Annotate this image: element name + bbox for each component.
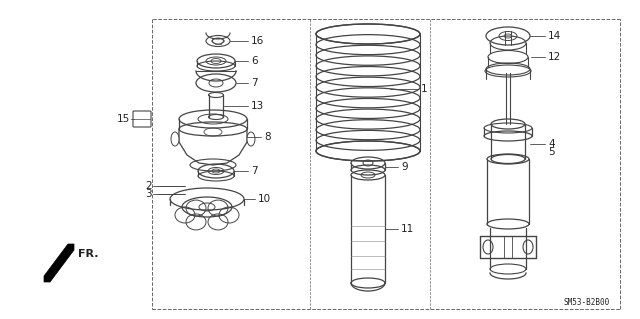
Text: 1: 1: [421, 84, 428, 94]
Text: 12: 12: [548, 52, 561, 62]
Ellipse shape: [247, 132, 255, 146]
Text: 8: 8: [264, 132, 271, 142]
Text: 7: 7: [251, 78, 258, 88]
Text: 5: 5: [548, 147, 555, 157]
Text: SM53-B2B00: SM53-B2B00: [564, 298, 610, 307]
Polygon shape: [44, 244, 74, 282]
Text: 16: 16: [251, 36, 264, 46]
Ellipse shape: [171, 132, 179, 146]
FancyBboxPatch shape: [133, 111, 151, 127]
Text: FR.: FR.: [78, 249, 99, 259]
Text: 13: 13: [251, 101, 264, 111]
Text: 14: 14: [548, 31, 561, 41]
Text: 10: 10: [258, 194, 271, 204]
Text: 9: 9: [401, 162, 408, 172]
Text: 4: 4: [548, 139, 555, 149]
Text: 6: 6: [251, 56, 258, 66]
Text: 2: 2: [145, 181, 152, 191]
Text: 3: 3: [145, 189, 152, 199]
Text: 11: 11: [401, 224, 414, 234]
Text: 15: 15: [116, 114, 130, 124]
Text: 7: 7: [251, 166, 258, 176]
